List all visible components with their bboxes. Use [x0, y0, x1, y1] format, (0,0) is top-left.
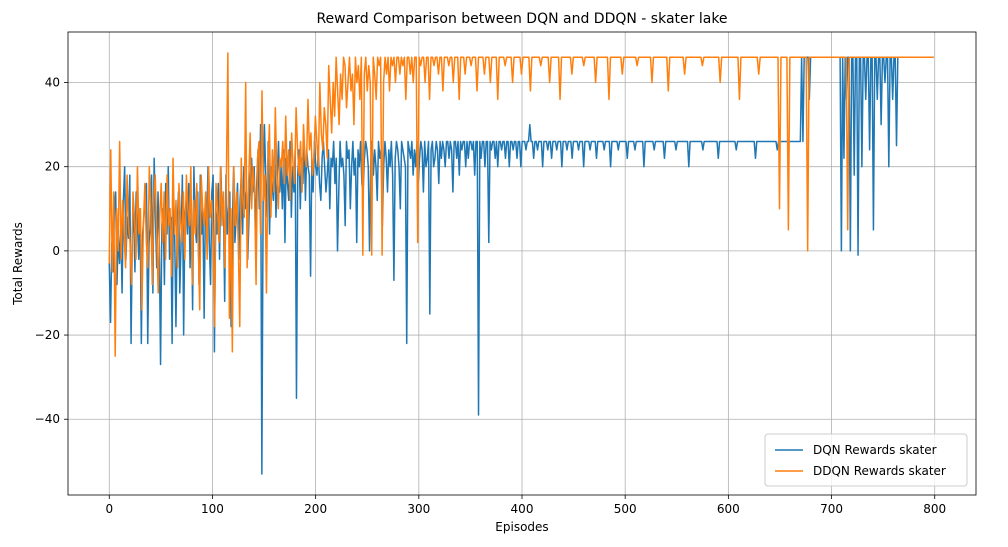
y-tick-label: 0: [52, 244, 60, 258]
legend-box: [764, 433, 968, 487]
legend-label: DQN Rewards skater: [813, 443, 937, 457]
x-tick-label: 100: [201, 502, 224, 516]
legend: DQN Rewards skater DDQN Rewards skater: [764, 433, 968, 487]
y-axis-ticks: −40 −20 0 20 40: [35, 76, 68, 426]
x-tick-label: 400: [511, 502, 534, 516]
x-tick-label: 200: [304, 502, 327, 516]
x-tick-label: 0: [105, 502, 113, 516]
y-tick-label: −20: [35, 328, 60, 342]
y-tick-label: −40: [35, 412, 60, 426]
y-tick-label: 40: [45, 76, 60, 90]
x-tick-label: 500: [614, 502, 637, 516]
series-line-ddqn: [108, 52, 934, 357]
x-axis-label: Episodes: [495, 520, 548, 534]
x-tick-label: 800: [923, 502, 946, 516]
chart-title: Reward Comparison between DQN and DDQN -…: [316, 11, 727, 27]
x-tick-label: 600: [717, 502, 740, 516]
x-tick-label: 700: [820, 502, 843, 516]
grid-lines: [68, 32, 976, 495]
x-tick-label: 300: [407, 502, 430, 516]
legend-label: DDQN Rewards skater: [813, 464, 946, 478]
y-tick-label: 20: [45, 160, 60, 174]
series-lines: [108, 52, 934, 475]
x-axis-ticks: 0 100 200 300 400 500 600 700 800: [105, 495, 946, 516]
y-axis-label: Total Rewards: [11, 222, 25, 306]
